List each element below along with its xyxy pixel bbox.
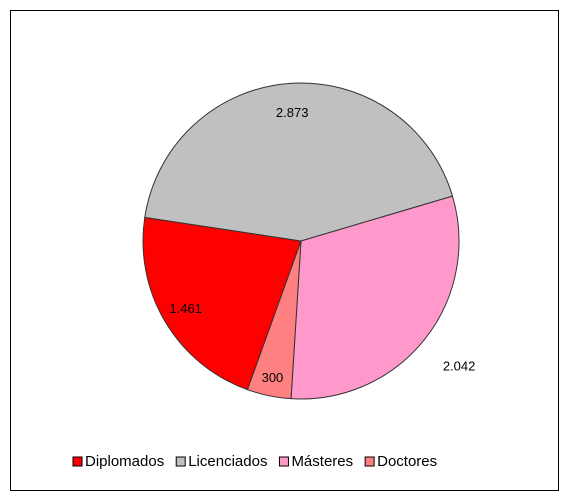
data-label: 1.461 xyxy=(169,301,202,316)
pie-slice xyxy=(142,216,302,391)
legend-label: Licenciados xyxy=(188,453,267,470)
legend-swatch xyxy=(278,456,289,467)
pie-slice xyxy=(144,82,454,242)
legend-swatch xyxy=(175,456,186,467)
legend-swatch xyxy=(364,456,375,467)
legend-label: Másteres xyxy=(291,453,353,470)
legend-label: Diplomados xyxy=(85,453,164,470)
data-label: 2.873 xyxy=(276,105,309,120)
data-label: 2.042 xyxy=(443,359,476,374)
pie-slice xyxy=(290,195,460,400)
legend-label: Doctores xyxy=(377,453,437,470)
pie-slice xyxy=(246,240,302,400)
data-label: 300 xyxy=(262,370,284,385)
legend-swatch xyxy=(72,456,83,467)
